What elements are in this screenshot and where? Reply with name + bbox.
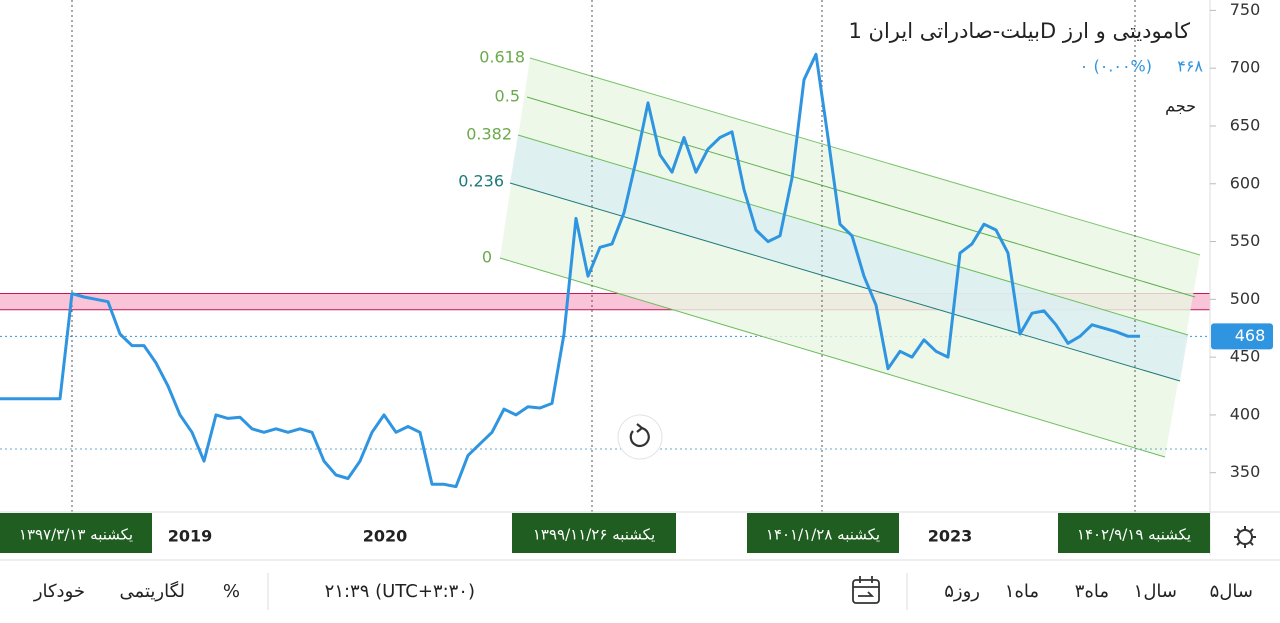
date-badge-text: یکشنبه ۱۴۰۱/۱/۲۸ [766,526,880,544]
fib-label: 0 [482,248,492,267]
range-button[interactable]: ۵سال [1210,581,1253,602]
reset-button[interactable] [617,414,663,460]
date-badge [747,513,899,553]
y-tick-label: 400 [1230,404,1261,423]
time-display: ۲۱:۳۹ (UTC+۳:۳۰) [325,581,475,602]
date-badge-text: یکشنبه ۱۳۹۹/۱۱/۲۶ [533,526,655,544]
auto-button[interactable]: خودکار [33,581,85,602]
fib-label: 0.236 [458,172,504,191]
y-tick-label: 500 [1230,289,1261,308]
fib-label: 0.618 [479,48,525,67]
date-badge [512,513,676,553]
x-tick-label: 2019 [168,527,213,546]
settings-button[interactable] [1234,526,1256,548]
date-badge-text: یکشنبه ۱۴۰۲/۹/۱۹ [1077,526,1191,544]
y-tick-label: 450 [1230,347,1261,366]
fib-label: 0.5 [495,87,520,106]
crosshair-lines [71,0,1136,512]
x-tick-label: 2020 [363,527,408,546]
reset-icon[interactable] [636,423,644,433]
y-tick-label: 650 [1230,115,1261,134]
y-tick-label: 750 [1230,0,1261,19]
date-range-button[interactable] [852,576,880,604]
header-price: ۴۶۸ [1177,57,1203,76]
last-price-marker [1211,323,1273,350]
log-button[interactable]: لگاریتمی [120,580,185,602]
range-button[interactable]: ۳ماه [1075,581,1109,602]
gear-teeth[interactable] [1234,526,1256,548]
reset-circle[interactable] [617,414,663,460]
y-tick-label: 350 [1230,462,1261,481]
price-line [0,52,1140,489]
y-tick-label: 700 [1230,58,1261,77]
y-tick-label: 600 [1230,173,1261,192]
fib-line [526,96,1196,298]
y-tick-label: 550 [1230,231,1261,250]
date-badge [1058,513,1210,553]
fib-label: 0.382 [466,125,512,144]
header-change: ۰ (۰.۰۰%) [1080,57,1152,76]
range-button[interactable]: ۱سال [1134,581,1177,602]
date-badge-text: یکشنبه ۱۳۹۷/۳/۱۳ [19,526,133,544]
fib-line [529,57,1201,256]
fib-line [499,257,1166,458]
calendar-icon[interactable] [852,579,880,604]
calendar-detail[interactable] [853,576,879,597]
reset-icon[interactable] [629,426,650,447]
percent-button[interactable]: % [223,581,240,602]
date-badge [0,513,152,553]
range-button[interactable]: ۱ماه [1005,581,1039,602]
x-tick-label: 2023 [928,527,973,546]
last-price-label: 468 [1235,326,1266,345]
volume-label: حجم [1165,97,1196,116]
chart-title: بیلت-صادراتی ایران 1D کامودیتی و ارز [849,19,1191,43]
range-button[interactable]: ۵روز [944,581,980,602]
